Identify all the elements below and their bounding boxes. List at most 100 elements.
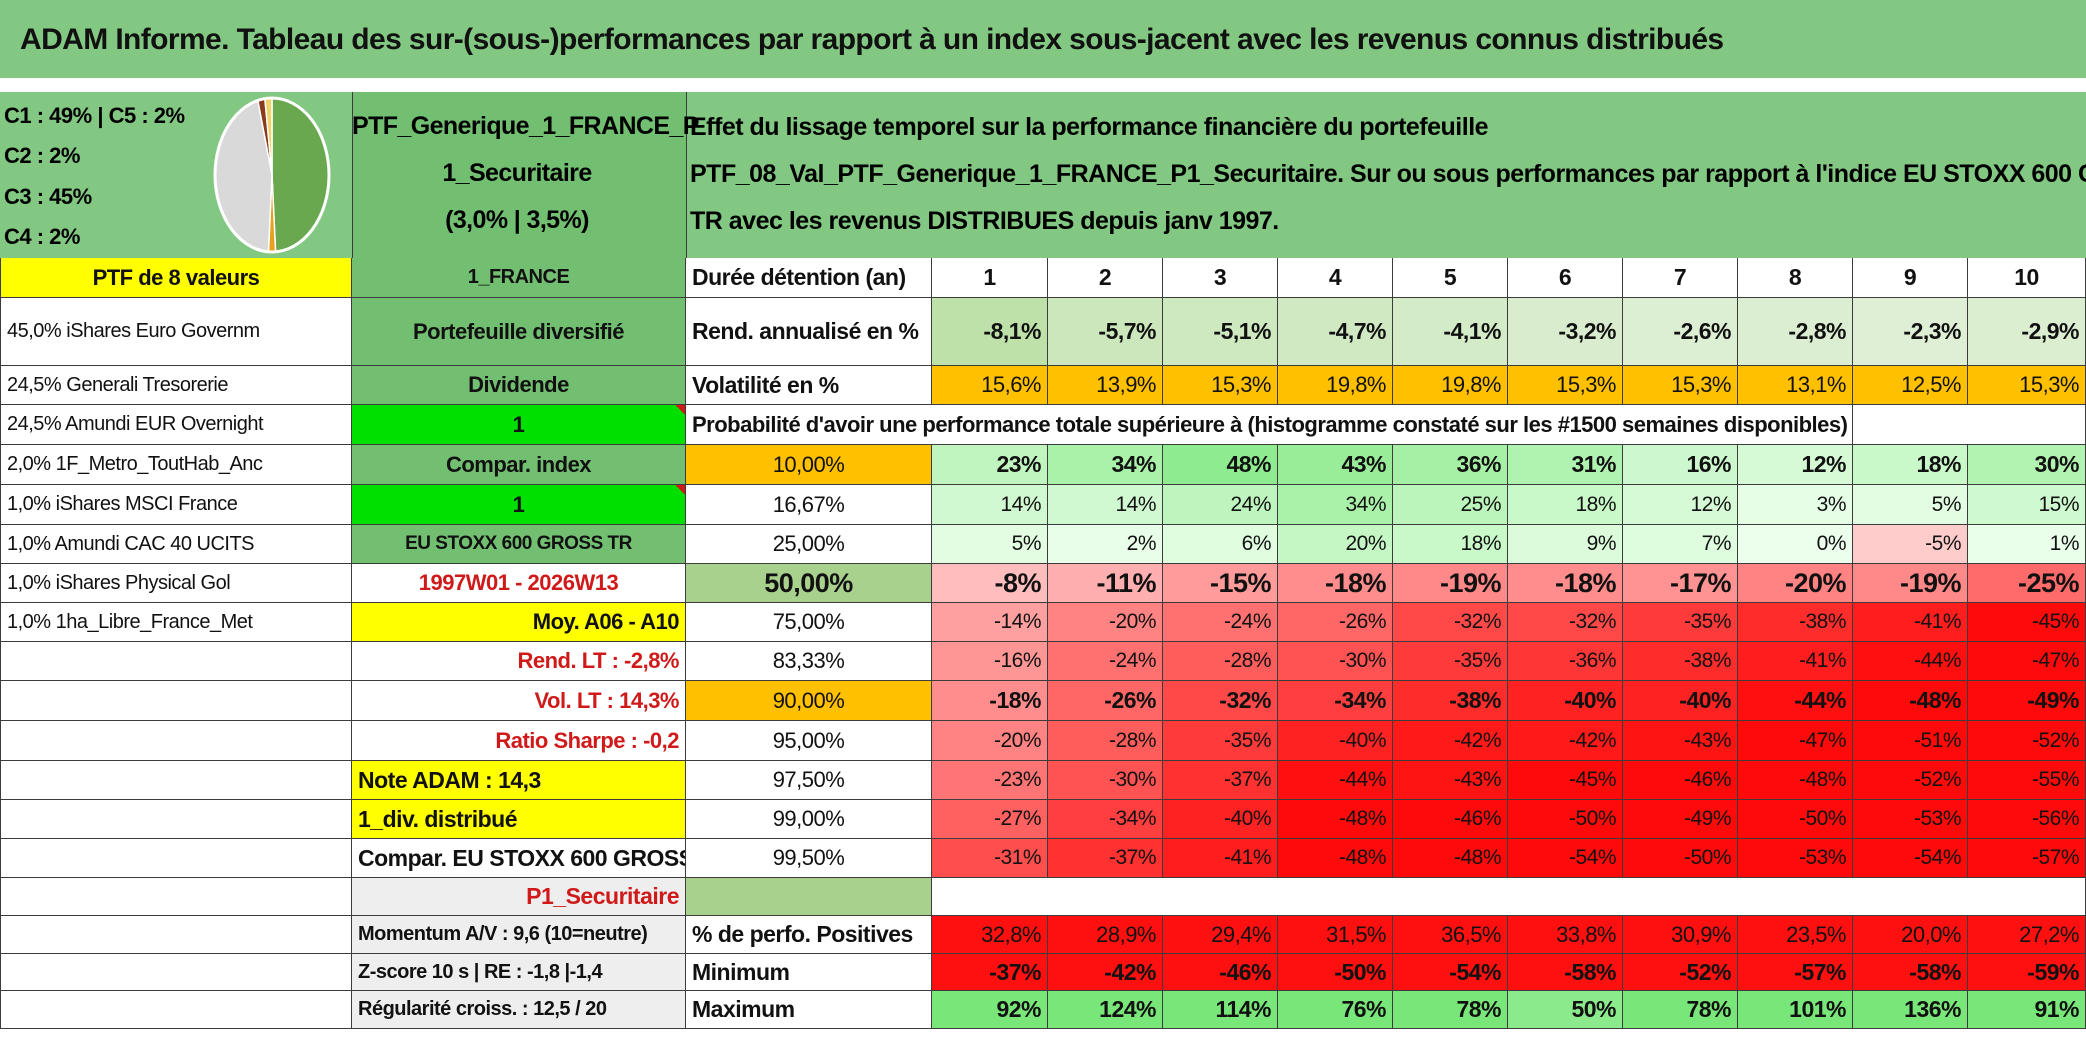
quantile-value: 14% [1048,485,1163,525]
quantile-value: -17% [1623,564,1738,603]
quantile-value: -56% [1968,800,2086,839]
quantile-value: -11% [1048,564,1163,603]
year-header: 10 [1968,258,2086,298]
quantile-value: 9% [1508,525,1623,564]
quantile-value: -35% [1393,642,1508,681]
quantile-value: 34% [1278,485,1393,525]
param-cell: Note ADAM : 14,3 [352,761,686,800]
quantile-value: -45% [1508,761,1623,800]
min-label: Minimum [686,954,932,991]
quantile-value: -40% [1278,721,1393,761]
max-value: 124% [1048,991,1163,1029]
momentum-label: Momentum A/V : 9,6 (10=neutre) [352,916,686,954]
quantile-value: -41% [1163,839,1278,878]
param-cell: EU STOXX 600 GROSS TR [352,525,686,564]
quantile-value: -16% [932,642,1048,681]
quantile-value: -18% [1508,564,1623,603]
holding-item: 1,0% 1ha_Libre_France_Met [0,603,352,642]
pos-value: 36,5% [1393,916,1508,954]
quantile-label: 75,00% [686,603,932,642]
zone-label: 1_FRANCE [352,258,686,298]
quantile-value: -53% [1853,800,1968,839]
quantile-value: 7% [1623,525,1738,564]
max-value: 78% [1623,991,1738,1029]
portfolio-name-line2: 1_Securitaire [442,159,592,187]
year-header: 3 [1163,258,1278,298]
quantile-value: -32% [1393,603,1508,642]
quantile-value: -41% [1738,642,1853,681]
min-value: -46% [1163,954,1278,991]
rend-value: -2,9% [1968,298,2086,366]
quantile-value: -5% [1853,525,1968,564]
vol-value: 15,3% [1508,366,1623,405]
year-header: 4 [1278,258,1393,298]
pos-value: 30,9% [1623,916,1738,954]
quantile-label: 99,50% [686,839,932,878]
quantile-value: -15% [1163,564,1278,603]
legend-line-c3: C3 : 45% [4,184,92,209]
empty-cell [0,761,352,800]
quantile-value: -48% [1738,761,1853,800]
pos-value: 27,2% [1968,916,2086,954]
quantile-value: -43% [1393,761,1508,800]
quantile-value: -48% [1393,839,1508,878]
quantile-value: -40% [1623,681,1738,721]
min-value: -58% [1853,954,1968,991]
quantile-value: -20% [932,721,1048,761]
quantile-value: -30% [1048,761,1163,800]
quantile-value: -24% [1048,642,1163,681]
min-value: -57% [1738,954,1853,991]
quantile-value: -24% [1163,603,1278,642]
holding-item: 1,0% Amundi CAC 40 UCITS [0,525,352,564]
empty-cell [0,954,352,991]
quantile-value: 48% [1163,445,1278,485]
quantile-value: -31% [932,839,1048,878]
quantile-label: 83,33% [686,642,932,681]
portfolio-band [352,92,686,258]
pos-label: % de perfo. Positives [686,916,932,954]
quantile-value: -19% [1853,564,1968,603]
min-value: -37% [932,954,1048,991]
quantile-label: 10,00% [686,445,932,485]
param-cell: 1997W01 - 2026W13 [352,564,686,603]
empty-cell [0,721,352,761]
quantile-value: -19% [1393,564,1508,603]
quantile-value: -25% [1968,564,2086,603]
quantile-label: 90,00% [686,681,932,721]
pie-outline [213,96,331,254]
vol-value: 13,1% [1738,366,1853,405]
min-value: -58% [1508,954,1623,991]
quantile-value: 3% [1738,485,1853,525]
quantile-label: 99,00% [686,800,932,839]
portfolio-name-line3: (3,0% | 3,5%) [445,206,589,234]
legend-line-c2: C2 : 2% [4,143,80,168]
pie-slice-c1 [271,97,330,253]
param-cell: Vol. LT : 14,3% [352,681,686,721]
empty-cell [0,878,352,916]
zscore-label: Z-score 10 s | RE : -1,8 |-1,4 [352,954,686,991]
empty-cell [1853,405,2086,445]
quantile-value: -23% [932,761,1048,800]
quantile-label: 50,00% [686,564,932,603]
pos-value: 23,5% [1738,916,1853,954]
quantile-value: -48% [1853,681,1968,721]
quantile-value: 15% [1968,485,2086,525]
pos-value: 29,4% [1163,916,1278,954]
year-header: 7 [1623,258,1738,298]
quantile-value: -37% [1163,761,1278,800]
vol-value: 15,3% [1968,366,2086,405]
quantile-value: 43% [1278,445,1393,485]
holding-item: 2,0% 1F_Metro_ToutHab_Anc [0,445,352,485]
quantile-value: -42% [1508,721,1623,761]
max-value: 114% [1163,991,1278,1029]
portfolio-name-line1: PTF_Generique_1_FRANCE_P [352,112,699,140]
vol-value: 15,3% [1623,366,1738,405]
rend-value: -2,3% [1853,298,1968,366]
quantile-value: -45% [1968,603,2086,642]
pos-value: 32,8% [932,916,1048,954]
rend-label: Rend. annualisé en % [686,298,932,366]
quantile-value: -42% [1393,721,1508,761]
quantile-value: 34% [1048,445,1163,485]
param-cell: 1 [352,485,686,525]
